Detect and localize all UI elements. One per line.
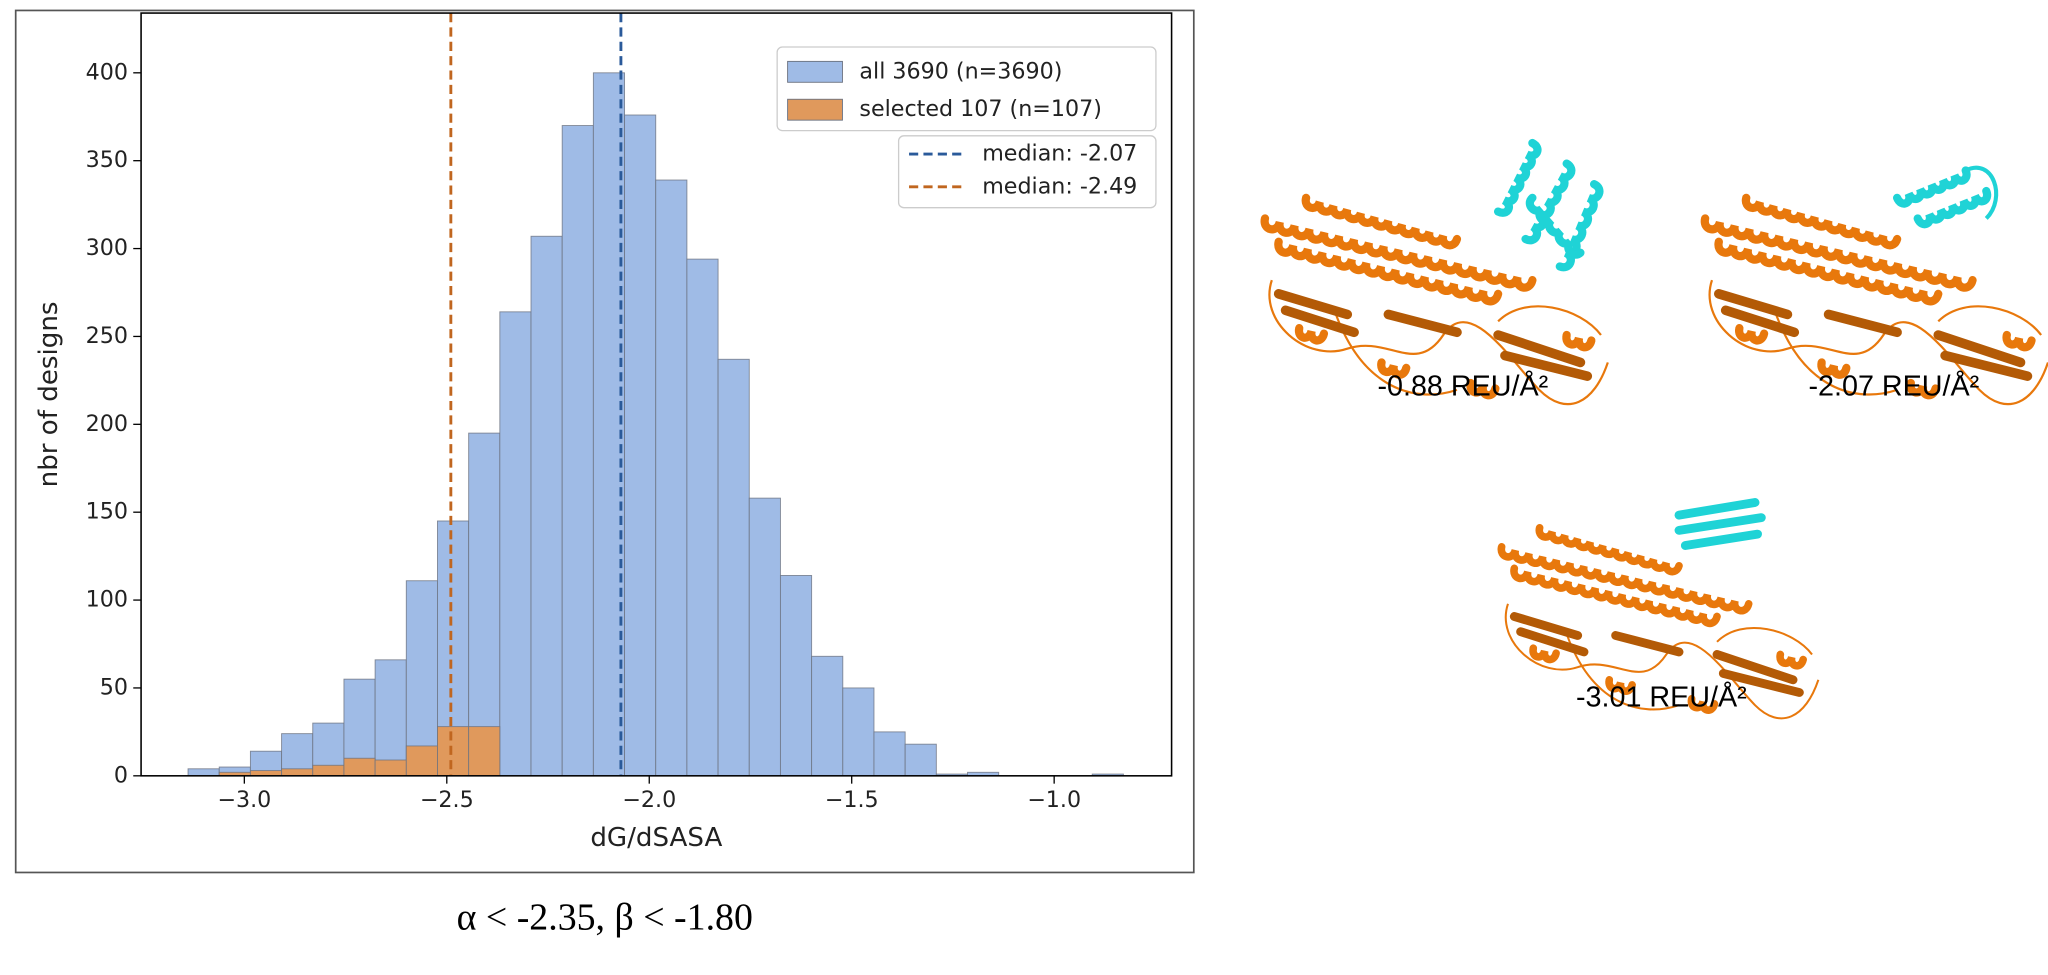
histogram-bar — [904, 743, 937, 777]
histogram-bar — [779, 575, 813, 777]
x-tick-label: −2.0 — [622, 787, 676, 813]
histogram-bar — [842, 687, 875, 777]
histogram-bar — [437, 726, 470, 777]
histogram-bar — [592, 72, 626, 777]
protein-structure — [1497, 498, 1820, 720]
strand — [1516, 627, 1589, 657]
histogram-bar — [811, 655, 844, 777]
legend-box — [776, 46, 1157, 132]
legend-swatch — [787, 60, 843, 83]
helix — [1714, 237, 1943, 306]
strand — [1823, 309, 1902, 338]
helix — [1535, 523, 1683, 576]
chart: −3.0 −2.5 −2.0 −1.5 −1.0 0 50 100 150 200 250 300 35… — [34, 12, 1173, 853]
helix — [1274, 237, 1503, 306]
helix — [1294, 324, 1329, 345]
strand — [1714, 289, 1793, 320]
panel-label: -3.01 REU/Å² — [1576, 680, 1747, 713]
protein-structure — [1260, 138, 1609, 406]
helix — [1301, 193, 1462, 250]
histogram-bar — [717, 358, 750, 777]
legend-label: selected 107 (n=107) — [859, 96, 1101, 122]
y-tick-label: 250 — [86, 323, 128, 349]
x-tick-label: −1.5 — [825, 787, 879, 813]
histogram-bar — [468, 726, 501, 777]
legend-label: median: -2.07 — [982, 141, 1137, 167]
protein-structure — [1700, 165, 2048, 406]
strand — [1500, 350, 1593, 381]
strand — [1611, 631, 1684, 657]
strand — [1680, 529, 1762, 550]
loop — [1964, 165, 1999, 220]
helix — [2002, 330, 2036, 352]
histogram-bar — [624, 114, 657, 777]
histogram-bar — [374, 659, 407, 777]
y-tick-label: 100 — [86, 587, 128, 613]
histogram-bar — [686, 258, 719, 777]
helix — [1735, 324, 1769, 345]
histogram-bar — [343, 757, 376, 777]
helix — [1741, 193, 1902, 250]
strand — [1493, 330, 1586, 368]
y-tick-label: 400 — [86, 59, 128, 85]
y-tick-label: 0 — [114, 762, 128, 788]
y-axis-label: nbr of designs — [34, 302, 64, 488]
helix — [1510, 564, 1721, 628]
panel-label: -2.07 REU/Å² — [1808, 370, 1979, 403]
histogram-bar — [249, 770, 283, 777]
plot-frame — [140, 12, 1173, 777]
y-tick-label: 150 — [86, 499, 128, 525]
histogram-bar — [281, 768, 314, 777]
strand — [1674, 513, 1766, 535]
y-tick-label: 350 — [86, 147, 128, 173]
legend-swatch — [787, 98, 843, 121]
strand — [1509, 612, 1583, 640]
helix — [1497, 542, 1753, 615]
helix — [1466, 378, 1500, 400]
helix — [1562, 330, 1596, 352]
caption: α < -2.35, β < -1.80 — [457, 896, 753, 938]
strand — [1933, 330, 2026, 368]
histogram-bar — [499, 311, 532, 777]
helix — [1529, 644, 1560, 664]
histogram-bar — [530, 235, 563, 777]
histogram-bar — [405, 745, 438, 777]
legend-label: all 3690 (n=3690) — [859, 58, 1062, 84]
helix — [1776, 650, 1807, 670]
x-tick-label: −1.0 — [1027, 787, 1081, 813]
structure-panels — [1260, 138, 2048, 720]
x-tick-label: −2.5 — [420, 787, 474, 813]
helix — [1525, 193, 1585, 259]
helix — [1906, 378, 1940, 400]
histogram-bar — [468, 432, 501, 777]
legend-box — [897, 135, 1157, 209]
histogram-bar — [655, 179, 688, 777]
strand — [1280, 305, 1359, 338]
histogram-bar — [748, 497, 781, 777]
strand — [1712, 650, 1798, 685]
strand — [1718, 669, 1804, 697]
histogram-bar — [374, 759, 407, 777]
helix — [1605, 676, 1636, 695]
y-tick-label: 50 — [100, 674, 128, 700]
legend-label: median: -2.49 — [982, 173, 1137, 199]
strand — [1383, 309, 1462, 338]
panel-label: -0.88 REU/Å² — [1377, 370, 1548, 403]
histogram-bar — [873, 731, 906, 777]
strand — [1674, 498, 1760, 520]
y-tick-label: 300 — [86, 235, 128, 261]
helix — [1687, 695, 1719, 714]
y-tick-label: 200 — [86, 411, 128, 437]
x-axis-label: dG/dSASA — [590, 823, 722, 853]
strand — [1720, 305, 1800, 338]
histogram-bar — [312, 764, 345, 777]
strand — [1273, 289, 1353, 320]
histogram-bar — [561, 125, 594, 777]
x-tick-label: −3.0 — [217, 787, 271, 813]
helix — [1893, 166, 1971, 208]
strand — [1940, 350, 2033, 381]
histogram-bar — [187, 768, 220, 777]
